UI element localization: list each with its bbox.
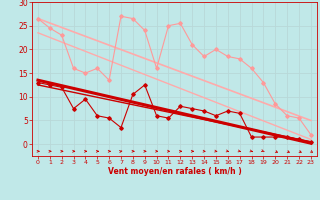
X-axis label: Vent moyen/en rafales ( km/h ): Vent moyen/en rafales ( km/h ): [108, 167, 241, 176]
